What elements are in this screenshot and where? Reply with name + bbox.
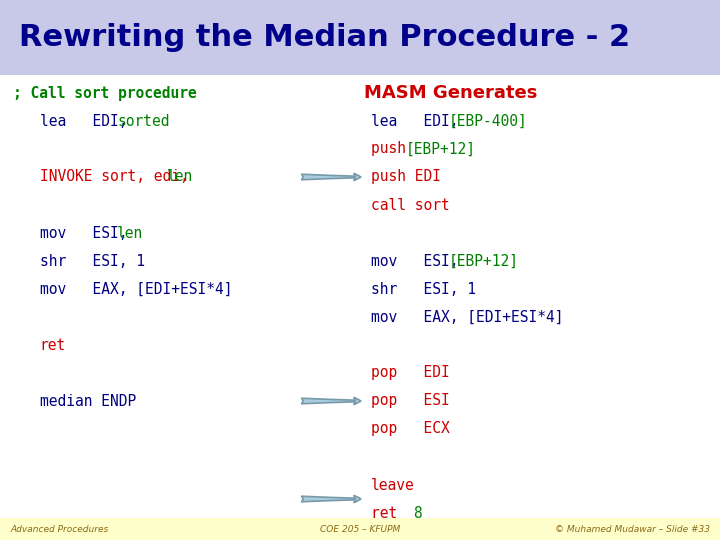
- Text: ret: ret: [371, 505, 423, 521]
- Text: ret: ret: [40, 338, 66, 353]
- Text: Rewriting the Median Procedure - 2: Rewriting the Median Procedure - 2: [19, 23, 631, 52]
- Text: 8: 8: [413, 505, 422, 521]
- Text: lea   EDI,: lea EDI,: [40, 113, 136, 129]
- Text: mov   ESI,: mov ESI,: [40, 226, 136, 240]
- Text: INVOKE sort, edi,: INVOKE sort, edi,: [40, 170, 197, 185]
- Text: sorted: sorted: [117, 113, 170, 129]
- Text: © Muhamed Mudawar – Slide #33: © Muhamed Mudawar – Slide #33: [555, 524, 710, 534]
- Text: Advanced Procedures: Advanced Procedures: [10, 524, 108, 534]
- Text: len: len: [117, 226, 143, 240]
- Text: shr   ESI, 1: shr ESI, 1: [40, 253, 145, 268]
- Text: mov   EAX, [EDI+ESI*4]: mov EAX, [EDI+ESI*4]: [40, 281, 232, 296]
- Text: call sort: call sort: [371, 198, 449, 213]
- Text: MASM Generates: MASM Generates: [364, 84, 537, 102]
- Bar: [0, 518, 720, 540]
- Bar: [0, 0, 720, 75]
- Text: ; Call sort procedure: ; Call sort procedure: [13, 85, 197, 100]
- Text: pop   EDI: pop EDI: [371, 366, 449, 381]
- Text: len: len: [166, 170, 193, 185]
- Text: shr   ESI, 1: shr ESI, 1: [371, 281, 476, 296]
- Text: median ENDP: median ENDP: [40, 394, 136, 408]
- Text: pop   ESI: pop ESI: [371, 394, 449, 408]
- Text: pop   ECX: pop ECX: [371, 422, 449, 436]
- Text: push EDI: push EDI: [371, 170, 441, 185]
- Text: mov   EAX, [EDI+ESI*4]: mov EAX, [EDI+ESI*4]: [371, 309, 563, 325]
- Text: COE 205 – KFUPM: COE 205 – KFUPM: [320, 524, 400, 534]
- Text: lea   EDI,: lea EDI,: [371, 113, 467, 129]
- Text: push: push: [371, 141, 415, 157]
- Text: mov   ESI,: mov ESI,: [371, 253, 467, 268]
- Text: [EBP+12]: [EBP+12]: [449, 253, 518, 268]
- Text: leave: leave: [371, 477, 415, 492]
- Text: [EBP-400]: [EBP-400]: [449, 113, 527, 129]
- Text: [EBP+12]: [EBP+12]: [406, 141, 476, 157]
